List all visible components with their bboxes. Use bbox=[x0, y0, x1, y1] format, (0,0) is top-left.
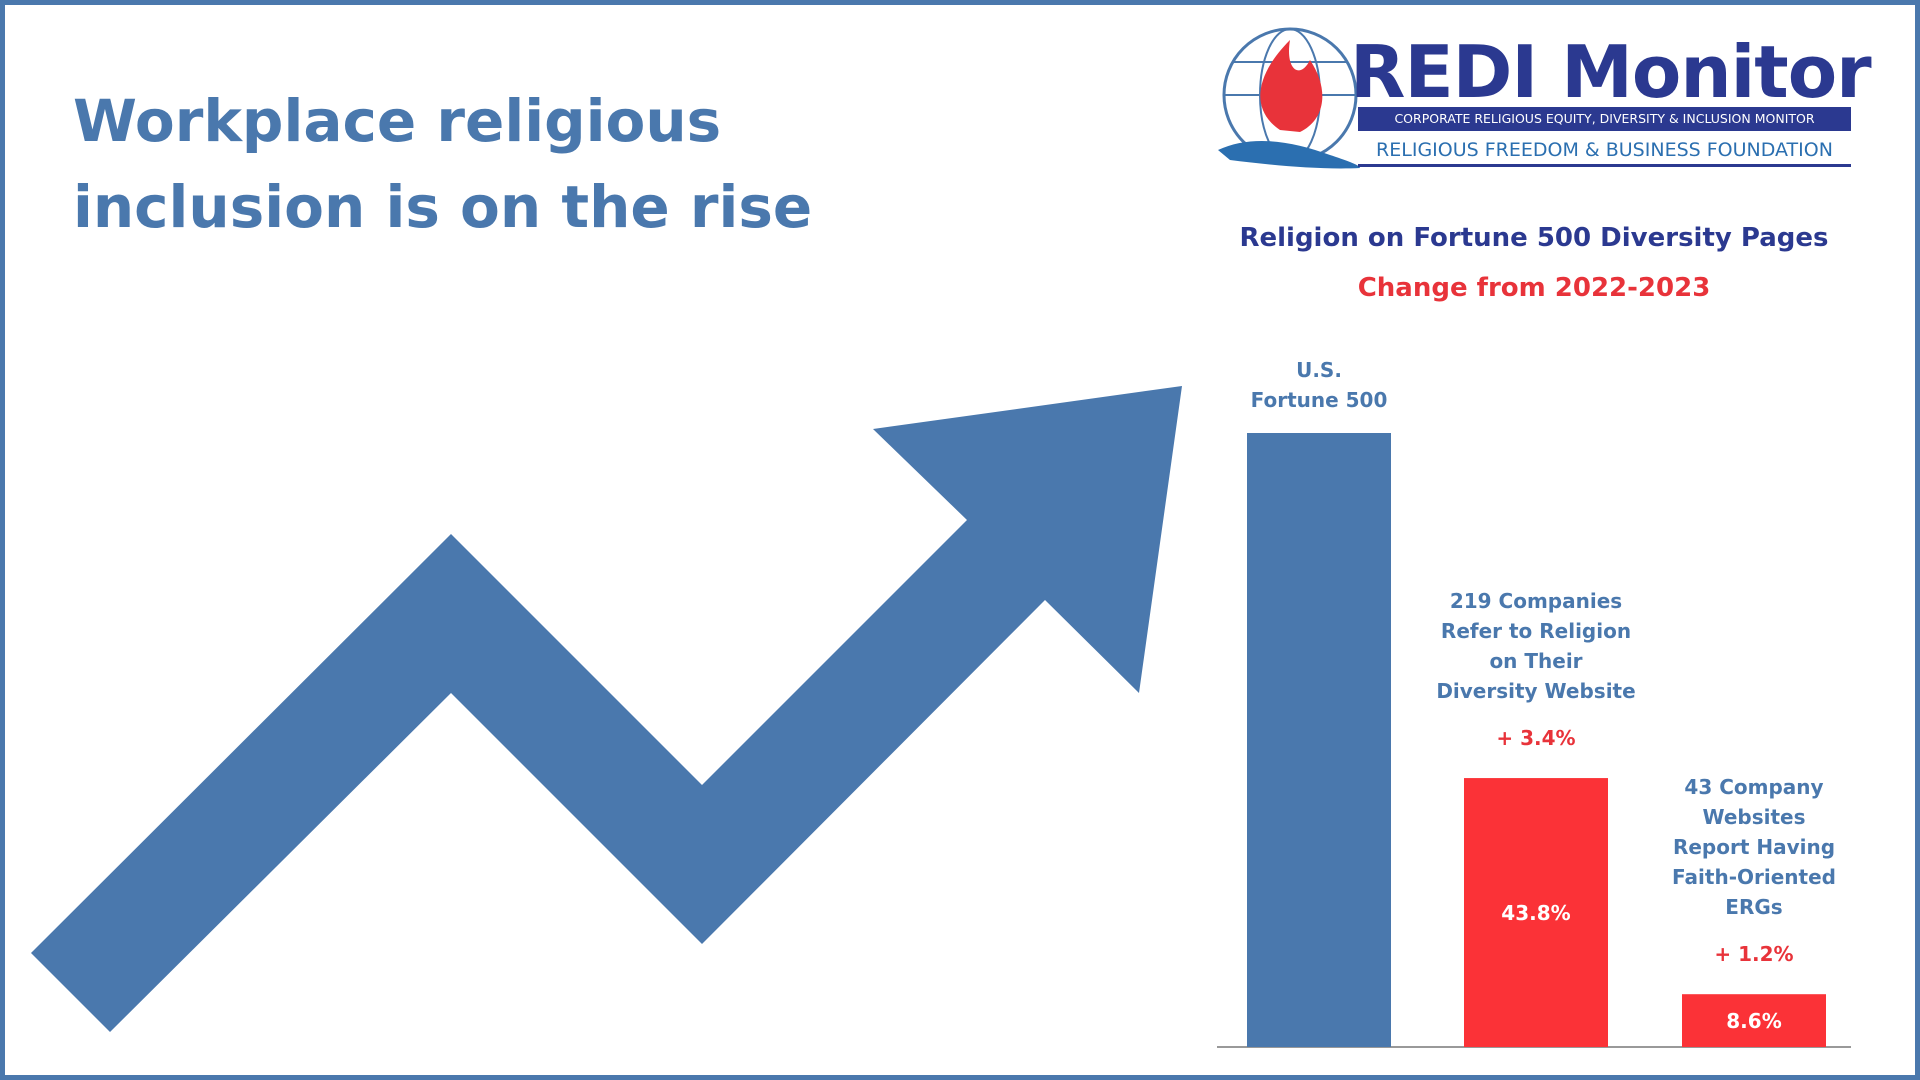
logo-organization: RELIGIOUS FREEDOM & BUSINESS FOUNDATION bbox=[1358, 139, 1851, 167]
headline: Workplace religious inclusion is on the … bbox=[73, 87, 813, 241]
value-label: 8.6% bbox=[1726, 1008, 1782, 1033]
change-label: + 1.2% bbox=[1714, 942, 1794, 967]
category-label: U.S. Fortune 500 bbox=[1250, 358, 1388, 412]
category-label: 219 Companies Refer to Religion on Their… bbox=[1436, 589, 1636, 704]
chart-subtitle: Change from 2022-2023 bbox=[1357, 273, 1711, 303]
change-label: + 3.4% bbox=[1496, 726, 1576, 751]
rising-arrow bbox=[31, 386, 1182, 1032]
logo-tagline: CORPORATE RELIGIOUS EQUITY, DIVERSITY & … bbox=[1358, 107, 1851, 131]
logo-icon bbox=[1218, 27, 1360, 169]
bar bbox=[1682, 994, 1826, 1047]
bar bbox=[1464, 778, 1608, 1047]
logo-name: REDI Monitor bbox=[1350, 30, 1872, 114]
chart-title: Religion on Fortune 500 Diversity Pages bbox=[1239, 223, 1829, 253]
value-label: 43.8% bbox=[1501, 900, 1571, 925]
bar bbox=[1247, 433, 1391, 1047]
category-label: 43 Company Websites Report Having Faith-… bbox=[1672, 775, 1836, 920]
